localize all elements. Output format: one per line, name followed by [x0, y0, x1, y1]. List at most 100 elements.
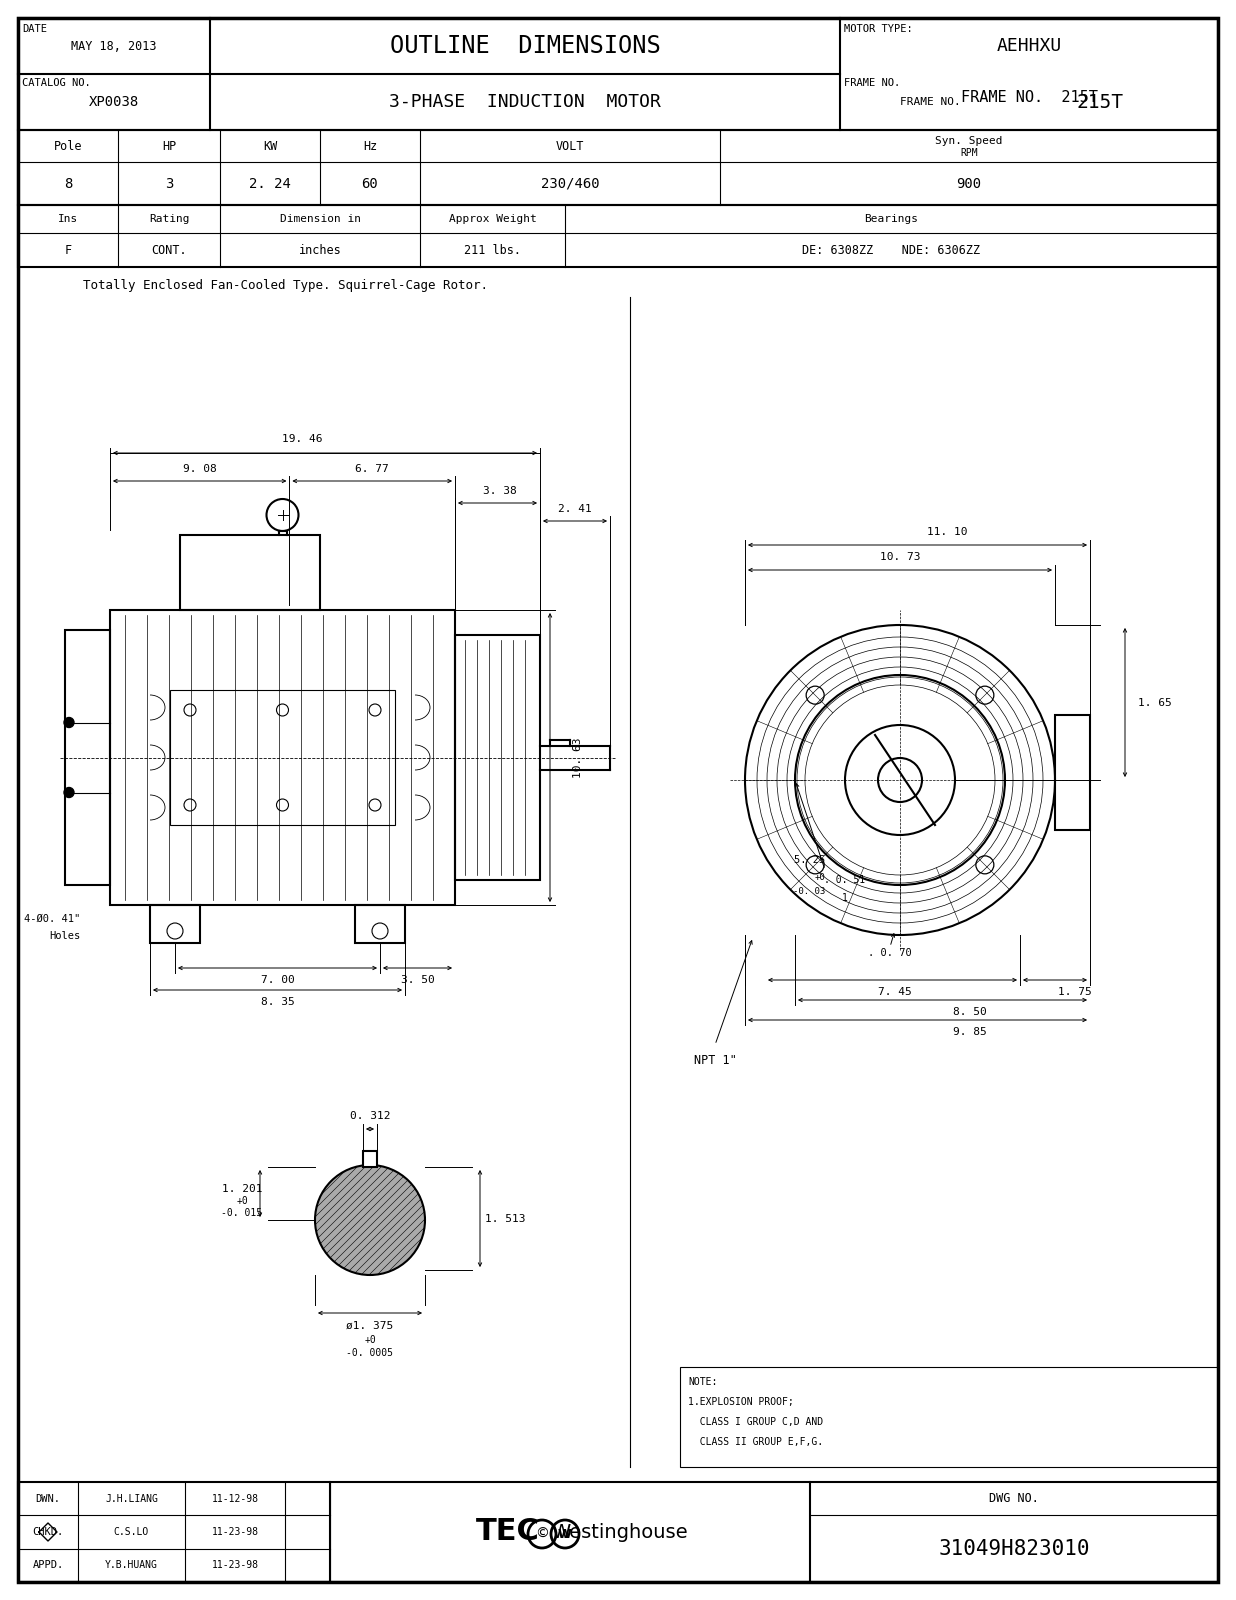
Circle shape [64, 787, 74, 797]
Bar [66, 630, 110, 885]
Text: FRAME NO.: FRAME NO. [844, 78, 900, 88]
Text: 9. 08: 9. 08 [183, 464, 216, 474]
Text: 900: 900 [957, 176, 981, 190]
Text: . 0. 51: . 0. 51 [824, 875, 865, 885]
Text: 0. 312: 0. 312 [350, 1110, 391, 1122]
Text: 8: 8 [64, 176, 72, 190]
Text: 11. 10: 11. 10 [927, 526, 968, 538]
Text: NPT 1": NPT 1" [693, 1053, 737, 1067]
Text: -0. 03: -0. 03 [792, 888, 824, 896]
Bar [19, 130, 1217, 205]
Text: 60: 60 [362, 176, 378, 190]
Text: KW: KW [263, 139, 277, 152]
Text: Holes: Holes [48, 931, 80, 941]
Text: C.S.LO: C.S.LO [114, 1526, 150, 1538]
Text: 1.EXPLOSION PROOF;: 1.EXPLOSION PROOF; [688, 1397, 794, 1406]
Circle shape [64, 717, 74, 728]
Text: Bearings: Bearings [864, 214, 918, 224]
Text: HP: HP [162, 139, 176, 152]
Text: -0. 015: -0. 015 [221, 1208, 262, 1219]
Bar [171, 690, 396, 826]
Text: TEC: TEC [476, 1517, 540, 1547]
Text: ø1. 375: ø1. 375 [346, 1322, 393, 1331]
Text: APPD.: APPD. [32, 1560, 63, 1570]
Bar [455, 635, 540, 880]
Text: DWG NO.: DWG NO. [989, 1493, 1039, 1506]
Text: 19. 46: 19. 46 [282, 434, 323, 443]
Text: 7. 00: 7. 00 [261, 974, 294, 986]
Text: Syn. Speed: Syn. Speed [936, 136, 1002, 146]
Text: 10. 73: 10. 73 [880, 552, 921, 562]
Text: Y.B.HUANG: Y.B.HUANG [105, 1560, 158, 1570]
Bar [110, 610, 455, 906]
Text: CLASS I GROUP C,D AND: CLASS I GROUP C,D AND [688, 1418, 823, 1427]
Text: 8. 35: 8. 35 [261, 997, 294, 1006]
Text: MOTOR TYPE:: MOTOR TYPE: [844, 24, 912, 34]
Text: 4-Ø0. 41": 4-Ø0. 41" [23, 914, 80, 925]
Text: DWN.: DWN. [36, 1494, 61, 1504]
Text: Pole: Pole [53, 139, 83, 152]
Bar [19, 1482, 1217, 1582]
Bar [680, 1366, 1217, 1467]
Text: +0: +0 [236, 1197, 248, 1206]
Bar [19, 205, 1217, 267]
Text: Westinghouse: Westinghouse [551, 1523, 688, 1541]
Text: W: W [559, 1528, 572, 1541]
Text: DATE: DATE [22, 24, 47, 34]
Text: 2. 41: 2. 41 [559, 504, 592, 514]
Text: 7. 45: 7. 45 [878, 987, 912, 997]
Text: 5. 25: 5. 25 [794, 854, 824, 866]
Text: CHKD.: CHKD. [32, 1526, 63, 1538]
Text: Hz: Hz [363, 139, 377, 152]
Text: 1. 201: 1. 201 [221, 1184, 262, 1194]
Text: F: F [64, 243, 72, 256]
Text: 215T: 215T [1077, 93, 1124, 112]
Text: J.H.LIANG: J.H.LIANG [105, 1494, 158, 1504]
Text: 1. 513: 1. 513 [485, 1213, 525, 1224]
Text: ©: © [535, 1526, 549, 1541]
Text: 3-PHASE  INDUCTION  MOTOR: 3-PHASE INDUCTION MOTOR [389, 93, 661, 110]
Text: RPM: RPM [960, 149, 978, 158]
Text: Totally Enclosed Fan-Cooled Type. Squirrel-Cage Rotor.: Totally Enclosed Fan-Cooled Type. Squirr… [83, 278, 488, 291]
Text: 11-23-98: 11-23-98 [211, 1560, 258, 1570]
Text: XP0038: XP0038 [89, 94, 140, 109]
Text: Approx Weight: Approx Weight [449, 214, 536, 224]
Text: 11-23-98: 11-23-98 [211, 1526, 258, 1538]
Text: 6. 77: 6. 77 [355, 464, 389, 474]
Text: 10. 63: 10. 63 [574, 738, 583, 778]
Text: . 0. 70: . 0. 70 [868, 947, 912, 958]
Text: FRAME NO.: FRAME NO. [900, 98, 960, 107]
Bar [19, 18, 1217, 130]
Text: inches: inches [299, 243, 341, 256]
Text: +0: +0 [365, 1334, 376, 1346]
Bar [150, 906, 200, 942]
Text: 9. 85: 9. 85 [953, 1027, 986, 1037]
Text: OUTLINE  DIMENSIONS: OUTLINE DIMENSIONS [389, 34, 660, 58]
Text: 211 lbs.: 211 lbs. [464, 243, 522, 256]
Text: 3: 3 [164, 176, 173, 190]
Text: 1. 65: 1. 65 [1138, 698, 1172, 707]
Text: NOTE:: NOTE: [688, 1378, 717, 1387]
Text: MAY 18, 2013: MAY 18, 2013 [72, 40, 157, 53]
Text: 1. 75: 1. 75 [1058, 987, 1091, 997]
Text: Rating: Rating [148, 214, 189, 224]
Text: 230/460: 230/460 [540, 176, 599, 190]
Text: FRAME NO.  215T: FRAME NO. 215T [960, 91, 1098, 106]
Text: 3. 38: 3. 38 [482, 486, 517, 496]
Text: CATALOG NO.: CATALOG NO. [22, 78, 90, 88]
Text: 1: 1 [842, 893, 848, 902]
Text: -0. 0005: -0. 0005 [346, 1347, 393, 1358]
Text: 11-12-98: 11-12-98 [211, 1494, 258, 1504]
Text: 3. 50: 3. 50 [400, 974, 434, 986]
Bar [1056, 715, 1090, 830]
Text: Ins: Ins [58, 214, 78, 224]
Bar [363, 1150, 377, 1166]
Bar [180, 534, 320, 610]
Text: 31049H823010: 31049H823010 [938, 1539, 1090, 1558]
Text: +0: +0 [815, 872, 824, 882]
Text: DE: 6308ZZ    NDE: 6306ZZ: DE: 6308ZZ NDE: 6306ZZ [802, 243, 980, 256]
Text: 8. 50: 8. 50 [953, 1006, 986, 1018]
Circle shape [315, 1165, 425, 1275]
Text: 2. 24: 2. 24 [250, 176, 290, 190]
Text: Dimension in: Dimension in [279, 214, 361, 224]
